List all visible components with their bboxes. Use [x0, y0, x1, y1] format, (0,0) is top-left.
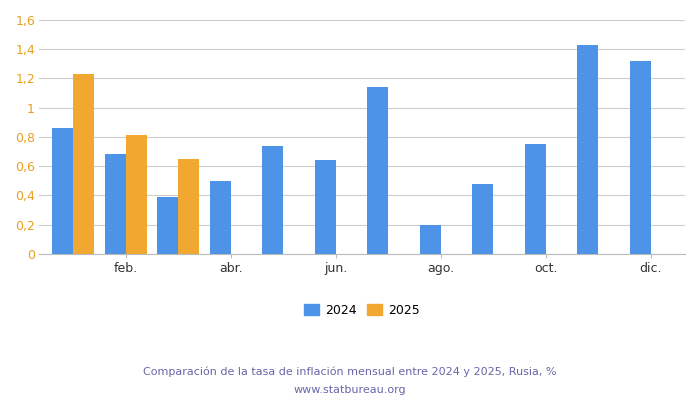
Bar — [525, 144, 546, 254]
Bar — [178, 159, 199, 254]
Bar — [74, 74, 95, 254]
Bar — [315, 160, 336, 254]
Bar — [158, 197, 178, 254]
Bar — [126, 136, 147, 254]
Bar — [630, 61, 651, 254]
Legend: 2024, 2025: 2024, 2025 — [300, 300, 424, 320]
Bar — [262, 146, 284, 254]
Bar — [210, 181, 231, 254]
Bar — [368, 87, 388, 254]
Text: Comparación de la tasa de inflación mensual entre 2024 y 2025, Rusia, %: Comparación de la tasa de inflación mens… — [144, 367, 556, 377]
Bar — [578, 45, 598, 254]
Bar — [420, 225, 441, 254]
Text: www.statbureau.org: www.statbureau.org — [294, 385, 406, 395]
Bar — [473, 184, 494, 254]
Bar — [105, 154, 126, 254]
Bar — [52, 128, 74, 254]
